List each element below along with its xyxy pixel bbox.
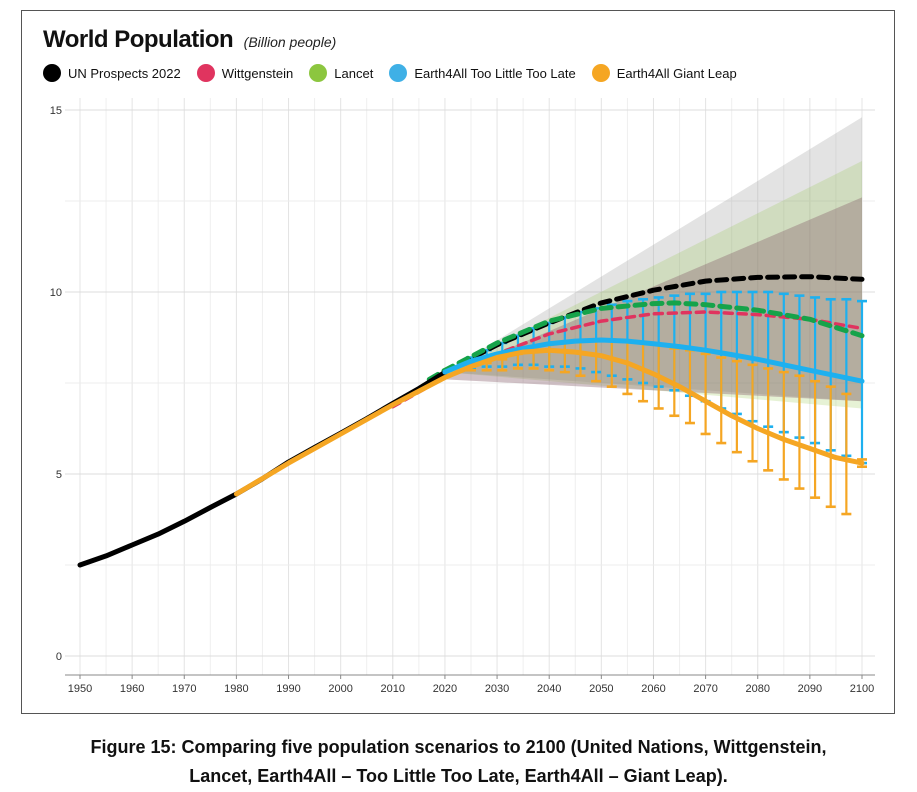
legend-item-lancet: Lancet	[309, 64, 373, 82]
chart-header: World Population (Billion people)	[43, 26, 336, 54]
axis-layer: 1950 1960 1970 1980 1990 2000 2010 2020 2030 2040…	[50, 105, 875, 695]
series-line-tltl	[442, 337, 865, 384]
x-tick-label: 2090	[798, 683, 822, 695]
legend-item-un: UN Prospects 2022	[43, 64, 181, 82]
legend-swatch-giant-leap	[591, 64, 610, 82]
x-tick-label: 2010	[381, 683, 405, 695]
x-tick-label: 2060	[641, 683, 665, 695]
x-tick-label: 1990	[276, 683, 300, 695]
legend-swatch-wittgenstein	[196, 64, 215, 82]
chart-title: World Population	[43, 26, 234, 53]
x-tick-label: 2020	[433, 683, 457, 695]
y-tick-label: 10	[50, 287, 62, 299]
x-tick-label: 2000	[328, 683, 352, 695]
series-line-lancet	[426, 300, 865, 382]
y-tick-label: 0	[56, 651, 62, 663]
chart-subtitle: (Billion people)	[243, 34, 337, 50]
figure-caption: Figure 15: Comparing five population sce…	[0, 733, 917, 791]
x-tick-label: 1980	[224, 683, 248, 695]
x-tick-label: 2030	[485, 683, 509, 695]
chart-legend: UN Prospects 2022 Wittgenstein Lancet Ea…	[43, 64, 753, 82]
series-line-giant-leap	[233, 347, 865, 497]
legend-item-wittgenstein: Wittgenstein	[196, 64, 294, 82]
legend-label-wittgenstein: Wittgenstein	[221, 65, 294, 81]
y-tick-label: 5	[56, 469, 62, 481]
legend-swatch-lancet	[309, 64, 328, 82]
x-tick-label: 2040	[537, 683, 561, 695]
legend-swatch-tltl	[389, 64, 408, 82]
x-tick-label: 1950	[68, 683, 92, 695]
line-layer	[77, 274, 865, 568]
legend-item-giant-leap: Earth4All Giant Leap	[591, 64, 737, 82]
legend-label-un: UN Prospects 2022	[68, 65, 181, 81]
grid-layer	[65, 98, 875, 675]
caption-line-1: Figure 15: Comparing five population sce…	[90, 737, 827, 757]
x-tick-label: 1970	[172, 683, 196, 695]
legend-label-tltl: Earth4All Too Little Too Late	[414, 65, 576, 81]
x-tick-label: 2100	[850, 683, 874, 695]
legend-label-giant-leap: Earth4All Giant Leap	[616, 65, 737, 81]
legend-label-lancet: Lancet	[334, 65, 374, 81]
caption-line-2: Lancet, Earth4All – Too Little Too Late,…	[189, 766, 728, 786]
y-tick-label: 15	[50, 105, 62, 117]
legend-item-tltl: Earth4All Too Little Too Late	[389, 64, 576, 82]
x-tick-label: 1960	[120, 683, 144, 695]
x-tick-label: 2080	[745, 683, 769, 695]
legend-swatch-un	[43, 64, 61, 82]
x-tick-label: 2050	[589, 683, 613, 695]
x-tick-label: 2070	[693, 683, 717, 695]
